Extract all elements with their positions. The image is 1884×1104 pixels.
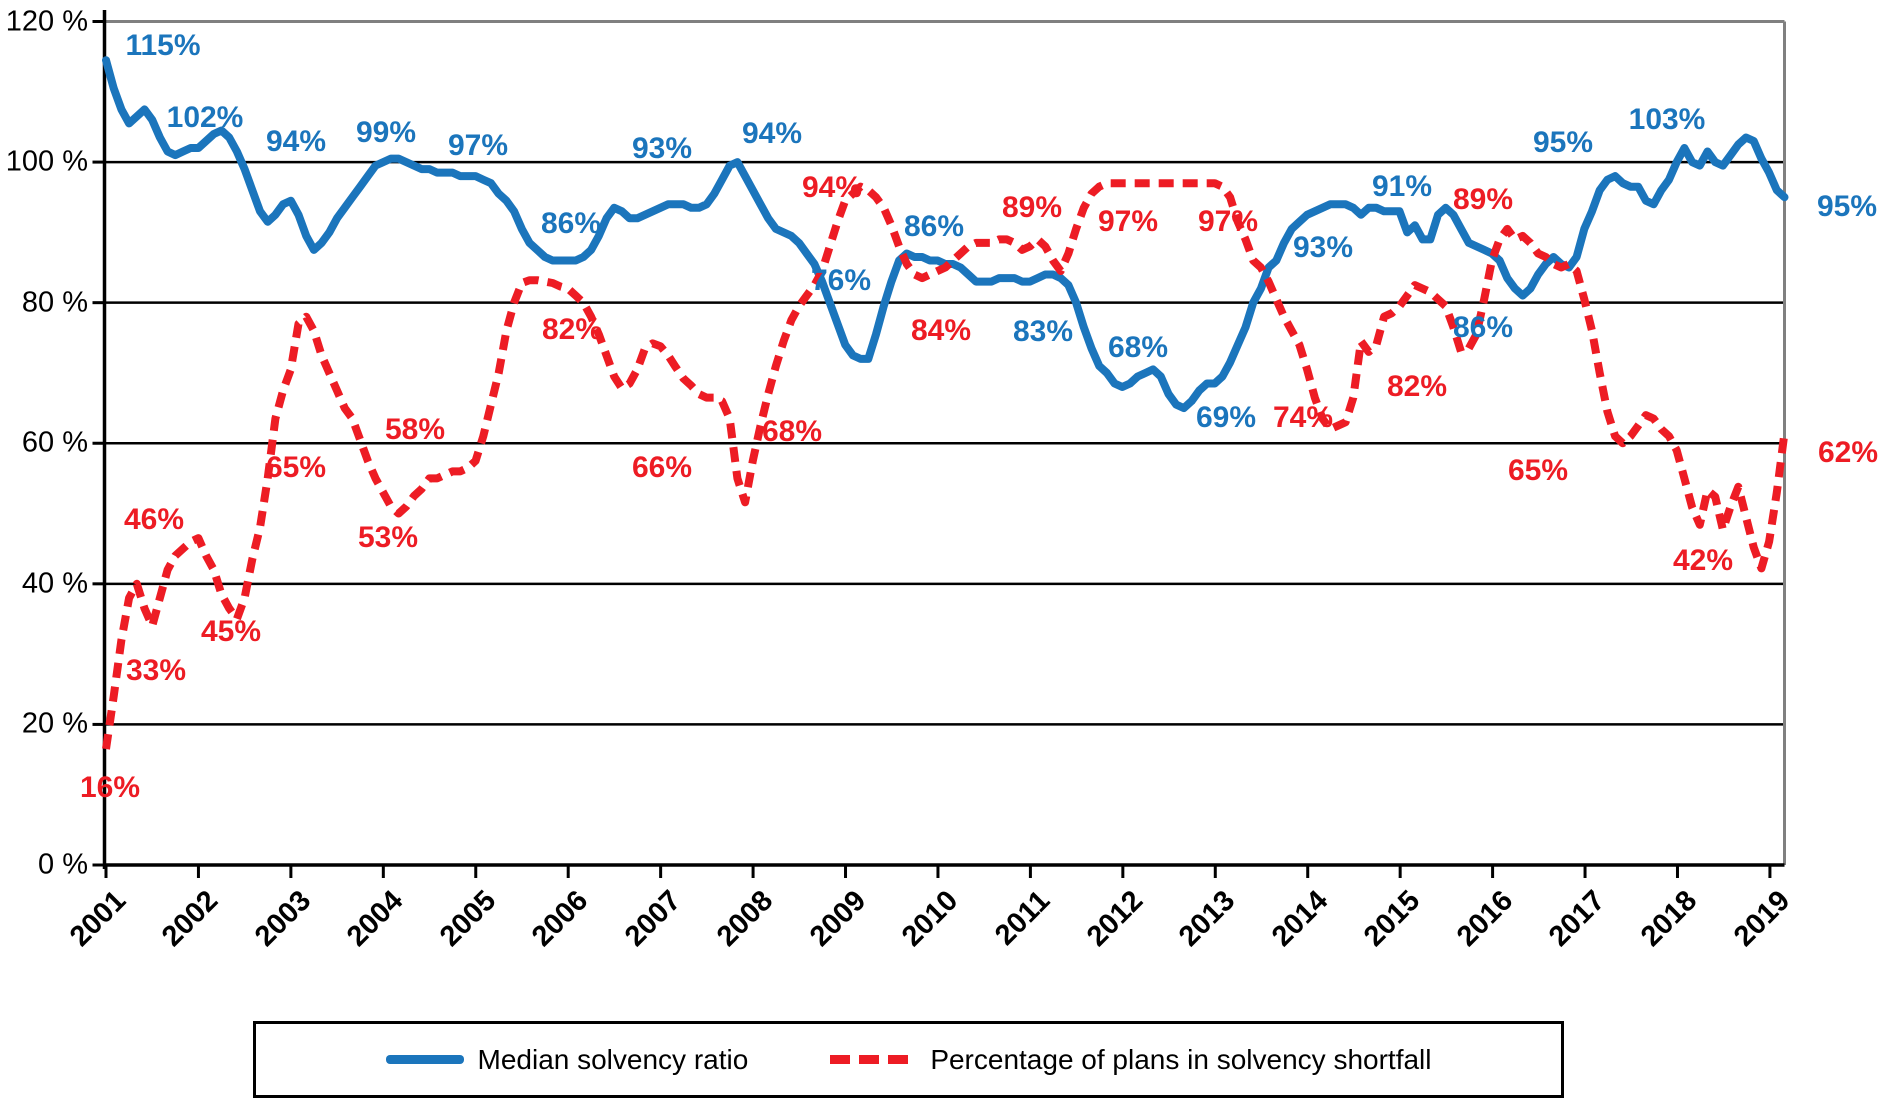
y-axis-label-120: 120 % (5, 5, 88, 37)
point-label-82pct: 82% (1386, 370, 1448, 403)
point-label-86pct: 86% (540, 207, 602, 240)
point-label-69pct: 69% (1195, 401, 1257, 434)
point-label-65pct: 65% (1507, 454, 1569, 487)
point-label-93pct: 93% (631, 132, 693, 165)
point-label-86pct: 86% (903, 210, 965, 243)
point-label-83pct: 83% (1012, 315, 1074, 348)
point-label-68pct: 68% (1107, 331, 1169, 364)
y-axis-label-40: 40 % (21, 567, 88, 600)
point-label-102pct: 102% (166, 101, 244, 134)
point-label-33pct: 33% (125, 654, 187, 687)
point-label-97pct: 97% (447, 129, 509, 162)
dashed-line-swatch-icon (830, 1055, 917, 1064)
y-axis-label-20: 20 % (21, 707, 88, 740)
point-label-82pct: 82% (541, 313, 603, 346)
point-label-94pct: 94% (265, 125, 327, 158)
point-label-53pct: 53% (357, 521, 419, 554)
point-label-68pct: 68% (761, 415, 823, 448)
legend-label: Median solvency ratio (477, 1043, 749, 1075)
point-label-91pct: 91% (1371, 170, 1433, 203)
point-label-89pct: 89% (1001, 191, 1063, 224)
point-label-97pct: 97% (1097, 205, 1159, 238)
point-label-97pct: 97% (1197, 205, 1259, 238)
point-label-93pct: 93% (1292, 231, 1354, 264)
point-label-84pct: 84% (910, 314, 972, 347)
point-label-86pct: 86% (1452, 311, 1514, 344)
point-label-94pct: 94% (801, 171, 863, 204)
point-label-103pct: 103% (1628, 103, 1706, 136)
point-label-74pct: 74% (1272, 401, 1334, 434)
shortfall-line (102, 179, 1789, 750)
point-label-16pct: 16% (79, 771, 141, 804)
solid-line-swatch-icon (385, 1055, 464, 1064)
point-label-89pct: 89% (1452, 183, 1514, 216)
point-label-65pct: 65% (265, 451, 327, 484)
point-label-115pct: 115% (125, 29, 201, 62)
point-label-95pct: 95% (1816, 190, 1878, 223)
point-label-99pct: 99% (355, 116, 417, 149)
point-label-94pct: 94% (741, 117, 803, 150)
y-axis-label-100: 100 % (5, 145, 88, 178)
point-label-45pct: 45% (200, 615, 262, 648)
legend-box: Median solvency ratio Percentage of plan… (253, 1021, 1564, 1098)
legend-label: Percentage of plans in solvency shortfal… (930, 1043, 1432, 1075)
point-label-95pct: 95% (1532, 126, 1594, 159)
point-label-58pct: 58% (384, 413, 446, 446)
point-label-46pct: 46% (123, 503, 185, 536)
point-label-62pct: 62% (1817, 436, 1879, 469)
y-axis-label-60: 60 % (21, 426, 88, 459)
point-label-76pct: 76% (810, 264, 872, 297)
legend-item-median-solvency: Median solvency ratio (385, 1043, 749, 1076)
y-axis-label-0: 0 % (38, 848, 88, 881)
y-axis-label-80: 80 % (21, 286, 88, 319)
point-label-42pct: 42% (1672, 544, 1734, 577)
point-label-66pct: 66% (631, 451, 693, 484)
legend-item-shortfall: Percentage of plans in solvency shortfal… (830, 1044, 1431, 1076)
